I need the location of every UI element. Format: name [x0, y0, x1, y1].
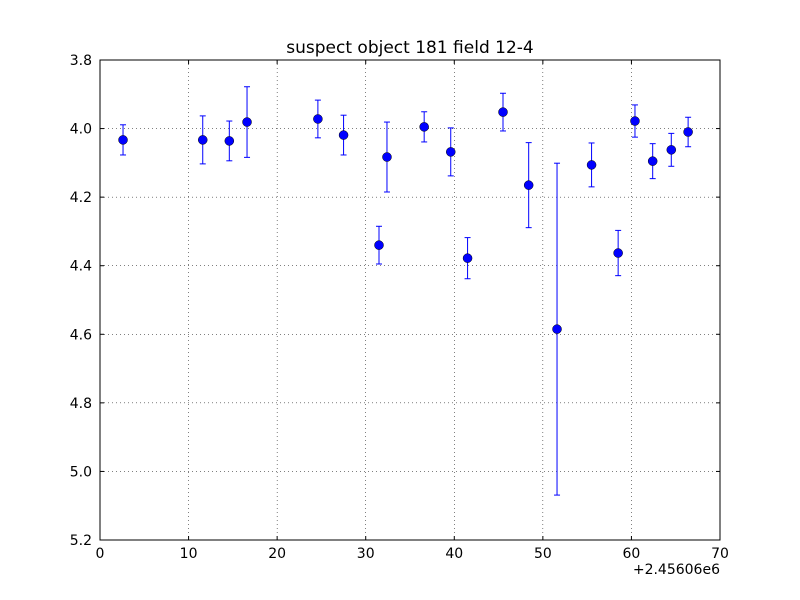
y-tick-label: 3.8 — [70, 53, 92, 69]
point — [498, 107, 508, 117]
chart-title: suspect object 181 field 12-4 — [286, 38, 533, 58]
point — [462, 253, 473, 263]
point — [445, 147, 456, 157]
point — [224, 136, 235, 146]
y-tick-label: 4.6 — [70, 327, 92, 343]
point — [613, 248, 623, 258]
x-tick-label: 20 — [268, 546, 286, 562]
y-tick-label: 4.8 — [70, 396, 92, 412]
y-tick-label: 5.0 — [70, 464, 92, 480]
point — [683, 127, 693, 137]
point — [382, 152, 392, 162]
x-tick-label: 40 — [445, 546, 463, 562]
x-tick-label: 0 — [96, 546, 105, 562]
point — [630, 116, 640, 126]
plot-frame — [99, 59, 721, 541]
y-tick-label: 4.2 — [70, 190, 92, 206]
point — [666, 145, 677, 155]
y-tick-label: 4.4 — [70, 259, 92, 275]
x-tick-label: 30 — [357, 546, 375, 562]
point — [197, 135, 208, 145]
x-tick-label: 10 — [180, 546, 198, 562]
x-tick-label: 60 — [623, 546, 641, 562]
y-tick-label: 5.2 — [70, 533, 92, 549]
point — [242, 117, 252, 127]
point — [338, 130, 349, 140]
point — [313, 114, 323, 124]
x-tick-label: 50 — [534, 546, 552, 562]
point — [374, 240, 384, 250]
point — [647, 156, 658, 166]
point — [552, 324, 562, 334]
x-offset-label: +2.45606e6 — [633, 562, 720, 578]
point — [419, 122, 429, 132]
x-tick-label: 70 — [711, 546, 729, 562]
point — [523, 180, 534, 190]
y-tick-label: 4.0 — [70, 122, 92, 138]
point — [118, 135, 128, 145]
point — [586, 160, 597, 170]
